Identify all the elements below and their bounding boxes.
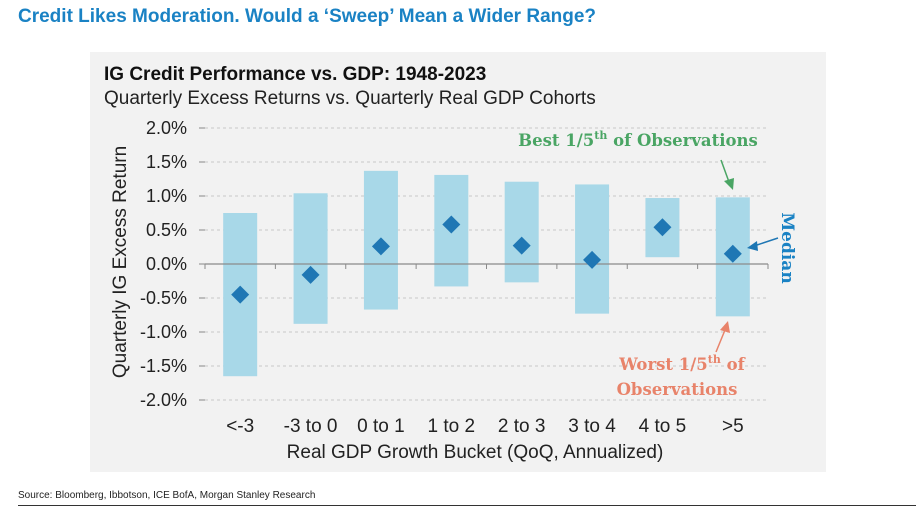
footer-divider <box>18 505 916 506</box>
y-tick-label: -1.0% <box>140 322 187 342</box>
y-tick-labels: 2.0% 1.5% 1.0% 0.5% 0.0% -0.5% -1.0% -1.5% -2.0% <box>140 118 205 410</box>
worst-arrow <box>715 329 726 353</box>
worst-fifth-annotation: Worst 1/5th of <box>618 353 745 374</box>
worst-fifth-annotation-line2: Observations <box>617 380 738 399</box>
x-tick-label: -3 to 0 <box>284 416 338 437</box>
y-tick-label: 1.5% <box>146 152 187 172</box>
y-tick-label: -2.0% <box>140 390 187 410</box>
annotations: Best 1/5th of Observations Worst 1/5th of… <box>518 129 797 399</box>
median-marker <box>653 218 672 237</box>
range-bars <box>223 170 750 377</box>
median-arrow <box>753 237 779 247</box>
worst-arrowhead <box>720 321 730 333</box>
median-marker <box>371 237 390 256</box>
x-tick-labels: <-3 -3 to 0 0 to 1 1 to 2 2 to 3 3 to 4 4 to 5… <box>226 416 743 437</box>
median-marker <box>442 215 461 234</box>
range-bar <box>293 193 328 324</box>
x-tick-label: <-3 <box>226 416 254 437</box>
chart-title: IG Credit Performance vs. GDP: 1948-2023 <box>104 64 486 85</box>
median-arrowhead <box>747 241 758 251</box>
x-tick-label: 4 to 5 <box>639 416 687 437</box>
median-marker <box>512 236 531 255</box>
range-bar <box>575 184 610 314</box>
best-arrowhead <box>724 178 734 190</box>
chart-subtitle: Quarterly Excess Returns vs. Quarterly R… <box>104 88 596 109</box>
median-marker <box>583 250 602 269</box>
x-tick-label: 3 to 4 <box>568 416 616 437</box>
page-headline: Credit Likes Moderation. Would a ‘Sweep’… <box>18 6 597 27</box>
best-arrow <box>720 159 730 183</box>
y-tick-label: 0.0% <box>146 254 187 274</box>
median-marker <box>231 285 250 304</box>
x-tick-label: 0 to 1 <box>357 416 405 437</box>
y-tick-label: -0.5% <box>140 288 187 308</box>
x-axis-label: Real GDP Growth Bucket (QoQ, Annualized) <box>287 442 664 463</box>
y-tick-label: -1.5% <box>140 356 187 376</box>
x-axis <box>204 263 769 269</box>
y-tick-label: 2.0% <box>146 118 187 138</box>
x-tick-label: 2 to 3 <box>498 416 546 437</box>
median-marker <box>301 265 320 284</box>
source-note: Source: Bloomberg, Ibbotson, ICE BofA, M… <box>18 490 316 501</box>
y-tick-label: 0.5% <box>146 220 187 240</box>
range-bar <box>504 181 539 283</box>
median-marker <box>723 244 742 263</box>
median-label: Median <box>777 212 797 283</box>
y-tick-label: 1.0% <box>146 186 187 206</box>
median-markers <box>231 215 742 304</box>
y-axis-label: Quarterly IG Excess Return <box>110 146 131 378</box>
x-tick-label: 1 to 2 <box>428 416 476 437</box>
best-fifth-annotation: Best 1/5th of Observations <box>518 129 758 150</box>
x-tick-label: >5 <box>722 416 744 437</box>
